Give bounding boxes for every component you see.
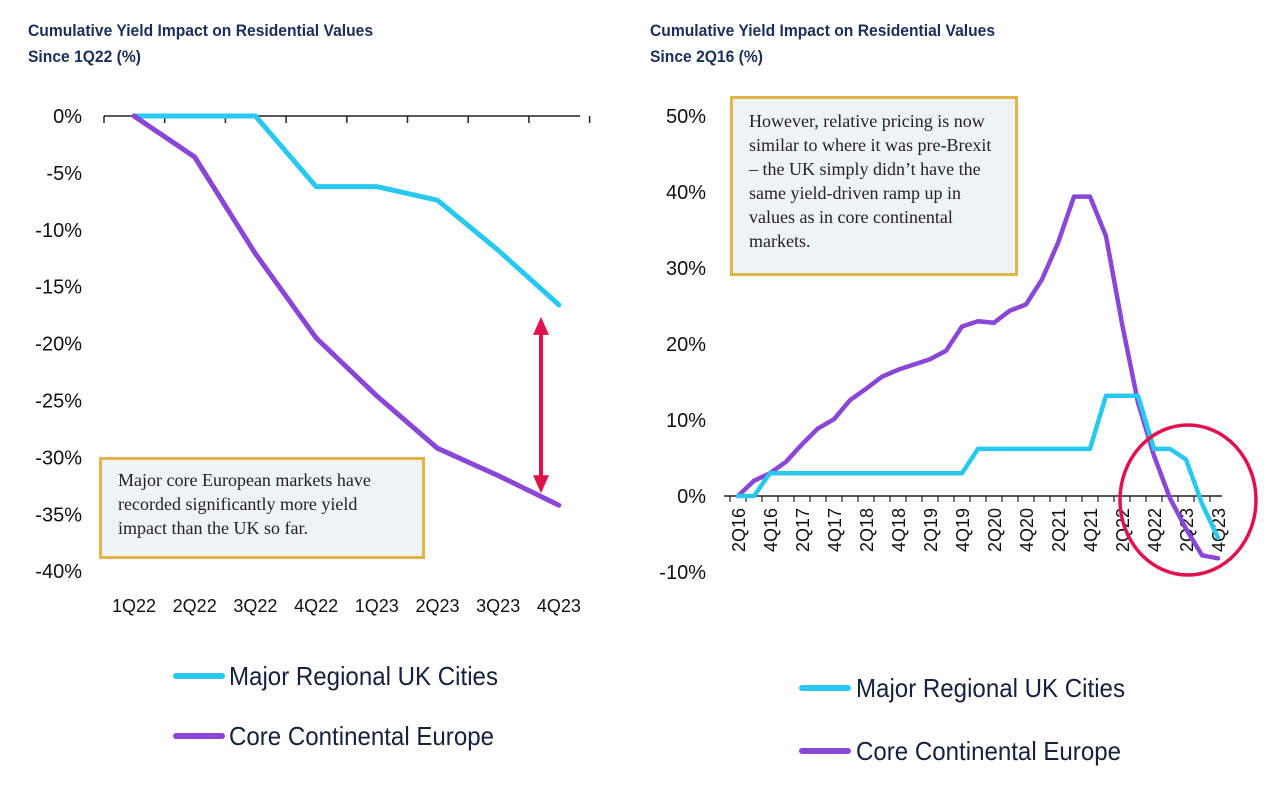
right-x-tick-label: 4Q21 [1081, 508, 1101, 552]
left-x-tick-label: 1Q23 [355, 596, 399, 616]
right-chart-title-line2: Since 2Q16 (%) [650, 47, 764, 66]
right-x-tick-label: 4Q18 [889, 508, 909, 552]
left-y-tick-label: -10% [35, 220, 82, 242]
left-y-tick-label: 0% [53, 106, 82, 128]
right-x-tick-label: 2Q16 [729, 508, 749, 552]
left-chart: 0% -5% -10% -15% -20% -25% -30% -35% -40% 1Q22 2Q2… [35, 106, 591, 751]
left-legend-label-uk: Major Regional UK Cities [229, 661, 498, 691]
right-series-line-uk [735, 393, 1221, 541]
right-legend-label-europe: Core Continental Europe [856, 736, 1121, 766]
left-series-line-uk [131, 113, 562, 308]
left-y-tick-label: -20% [35, 334, 82, 356]
left-series-line-europe [131, 113, 562, 508]
right-x-tick-label: 4Q19 [953, 508, 973, 552]
right-x-tick-label: 4Q16 [761, 508, 781, 552]
right-chart-title: Cumulative Yield Impact on Residential V… [650, 18, 995, 70]
right-chart-title-line1: Cumulative Yield Impact on Residential V… [650, 21, 996, 40]
left-y-tick-label: -30% [35, 447, 82, 469]
left-x-tick-label: 4Q22 [294, 596, 338, 616]
left-gap-arrow-head-bottom [533, 475, 549, 494]
left-x-tick-label: 4Q23 [537, 596, 581, 616]
right-y-tick-label: 50% [666, 106, 706, 128]
left-chart-title: Cumulative Yield Impact on Residential V… [28, 18, 373, 70]
right-y-tick-label: 10% [666, 410, 706, 432]
right-y-tick-label: 30% [666, 258, 706, 280]
right-x-tick-label: 2Q18 [857, 508, 877, 552]
left-x-tick-label: 3Q22 [233, 596, 277, 616]
right-annotation-box: However, relative pricing is now similar… [730, 96, 1018, 276]
right-x-tick-label: 4Q20 [1017, 508, 1037, 552]
right-x-tick-label: 4Q17 [825, 508, 845, 552]
right-x-tick-label: 4Q22 [1145, 508, 1165, 552]
right-x-tick-label: 2Q17 [793, 508, 813, 552]
left-x-tick-label: 1Q22 [112, 596, 156, 616]
left-y-tick-label: -25% [35, 391, 82, 413]
right-x-tick-label: 2Q20 [985, 508, 1005, 552]
right-y-tick-label: 20% [666, 334, 706, 356]
right-x-tick-label: 4Q23 [1209, 508, 1229, 552]
right-x-tick-label: 2Q22 [1113, 508, 1133, 552]
right-y-tick-label: 0% [677, 486, 706, 508]
right-x-tick-label: 2Q19 [921, 508, 941, 552]
left-gap-arrow-head-top [533, 316, 549, 335]
left-chart-title-line2: Since 1Q22 (%) [28, 47, 142, 66]
left-y-tick-label: -35% [35, 504, 82, 526]
left-annotation-box: Major core European markets have recorde… [99, 457, 425, 559]
right-chart: 50% 40% 30% 20% 10% 0% -10% 2Q16 4Q16 2Q17 4Q17 2Q1… [659, 106, 1258, 766]
left-y-tick-label: -5% [46, 163, 82, 185]
left-y-tick-label: -40% [35, 561, 82, 583]
right-x-tick-label: 2Q21 [1049, 508, 1069, 552]
right-legend-label-uk: Major Regional UK Cities [856, 673, 1125, 703]
right-y-tick-label: -10% [659, 562, 706, 584]
right-highlight-circle [1118, 423, 1258, 577]
left-chart-title-line1: Cumulative Yield Impact on Residential V… [28, 21, 374, 40]
left-x-tick-label: 2Q22 [173, 596, 217, 616]
left-legend-label-europe: Core Continental Europe [229, 721, 494, 751]
left-x-tick-label: 2Q23 [415, 596, 459, 616]
right-y-tick-label: 40% [666, 182, 706, 204]
left-x-tick-label: 3Q23 [476, 596, 520, 616]
left-y-tick-label: -15% [35, 277, 82, 299]
